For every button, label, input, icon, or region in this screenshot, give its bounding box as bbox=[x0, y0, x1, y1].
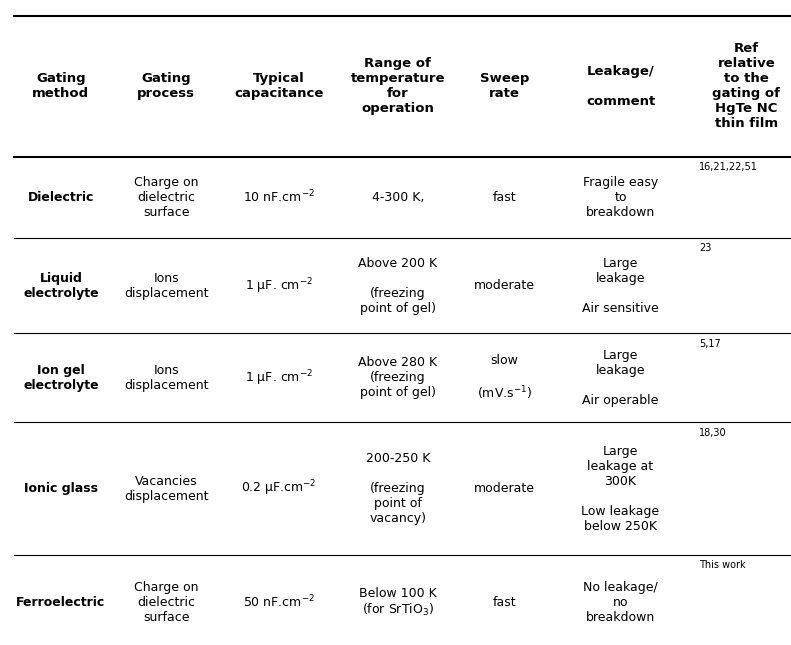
Text: Large
leakage

Air operable: Large leakage Air operable bbox=[582, 349, 659, 407]
Text: 5,17: 5,17 bbox=[699, 339, 721, 349]
Text: moderate: moderate bbox=[474, 279, 536, 292]
Text: Above 280 K
(freezing
point of gel): Above 280 K (freezing point of gel) bbox=[358, 357, 437, 399]
Text: 0.2 μF.cm$^{-2}$: 0.2 μF.cm$^{-2}$ bbox=[241, 479, 317, 499]
Text: 200-250 K

(freezing
point of
vacancy): 200-250 K (freezing point of vacancy) bbox=[365, 452, 430, 525]
Text: Above 200 K

(freezing
point of gel): Above 200 K (freezing point of gel) bbox=[358, 257, 437, 315]
Text: fast: fast bbox=[493, 191, 517, 204]
Text: Liquid
electrolyte: Liquid electrolyte bbox=[23, 272, 99, 300]
Text: Gating
method: Gating method bbox=[32, 72, 89, 101]
Text: 1 μF. cm$^{-2}$: 1 μF. cm$^{-2}$ bbox=[245, 368, 313, 388]
Text: 4-300 K,: 4-300 K, bbox=[372, 191, 424, 204]
Text: Large
leakage at
300K

Low leakage
below 250K: Large leakage at 300K Low leakage below … bbox=[581, 444, 660, 533]
Text: Dielectric: Dielectric bbox=[28, 191, 94, 204]
Text: Ions
displacement: Ions displacement bbox=[124, 272, 208, 300]
Text: Ionic glass: Ionic glass bbox=[24, 482, 98, 495]
Text: Range of
temperature
for
operation: Range of temperature for operation bbox=[350, 57, 445, 115]
Text: Vacancies
displacement: Vacancies displacement bbox=[124, 475, 208, 502]
Text: Ferroelectric: Ferroelectric bbox=[17, 596, 105, 609]
Text: 1 μF. cm$^{-2}$: 1 μF. cm$^{-2}$ bbox=[245, 276, 313, 295]
Text: 18,30: 18,30 bbox=[699, 428, 727, 438]
Text: Gating
process: Gating process bbox=[137, 72, 195, 101]
Text: Ref
relative
to the
gating of
HgTe NC
thin film: Ref relative to the gating of HgTe NC th… bbox=[713, 43, 780, 130]
Text: Below 100 K
(for SrTiO$_3$): Below 100 K (for SrTiO$_3$) bbox=[359, 587, 437, 618]
Text: 10 nF.cm$^{-2}$: 10 nF.cm$^{-2}$ bbox=[243, 189, 316, 206]
Text: Large
leakage

Air sensitive: Large leakage Air sensitive bbox=[582, 257, 659, 315]
Text: Ion gel
electrolyte: Ion gel electrolyte bbox=[23, 364, 99, 392]
Text: Typical
capacitance: Typical capacitance bbox=[235, 72, 324, 101]
Text: No leakage/
no
breakdown: No leakage/ no breakdown bbox=[583, 581, 658, 624]
Text: moderate: moderate bbox=[474, 482, 536, 495]
Text: slow

(mV.s$^{-1}$): slow (mV.s$^{-1}$) bbox=[477, 353, 532, 402]
Text: Sweep
rate: Sweep rate bbox=[480, 72, 529, 101]
Text: Charge on
dielectric
surface: Charge on dielectric surface bbox=[134, 581, 199, 624]
Text: This work: This work bbox=[699, 560, 746, 570]
Text: Ions
displacement: Ions displacement bbox=[124, 364, 208, 392]
Text: Charge on
dielectric
surface: Charge on dielectric surface bbox=[134, 176, 199, 219]
Text: Fragile easy
to
breakdown: Fragile easy to breakdown bbox=[583, 176, 658, 219]
Text: Leakage/

comment: Leakage/ comment bbox=[586, 65, 655, 108]
Text: 23: 23 bbox=[699, 243, 711, 253]
Text: fast: fast bbox=[493, 596, 517, 609]
Text: 50 nF.cm$^{-2}$: 50 nF.cm$^{-2}$ bbox=[243, 594, 316, 611]
Text: 16,21,22,51: 16,21,22,51 bbox=[699, 162, 758, 172]
